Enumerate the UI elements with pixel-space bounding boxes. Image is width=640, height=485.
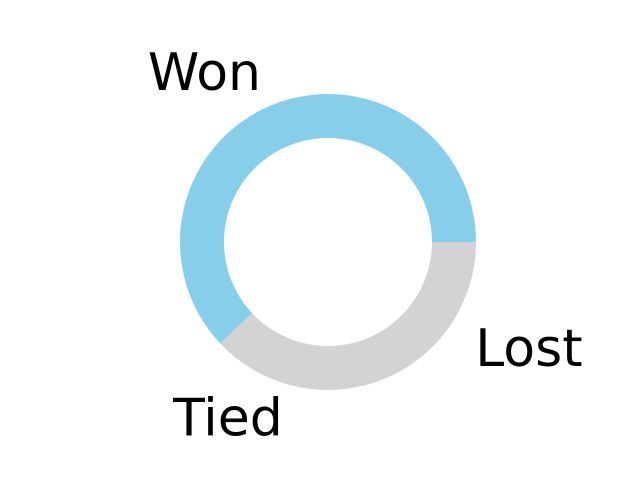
slice-tied: [220, 313, 374, 391]
slice-label-won: Won: [148, 43, 261, 103]
slice-label-lost: Lost: [475, 319, 582, 379]
slice-lost: [360, 242, 476, 383]
slice-group: [180, 94, 476, 391]
slice-label-tied: Tied: [172, 388, 283, 448]
label-group: Won Tied Lost: [148, 43, 583, 449]
slice-won: [180, 94, 476, 344]
